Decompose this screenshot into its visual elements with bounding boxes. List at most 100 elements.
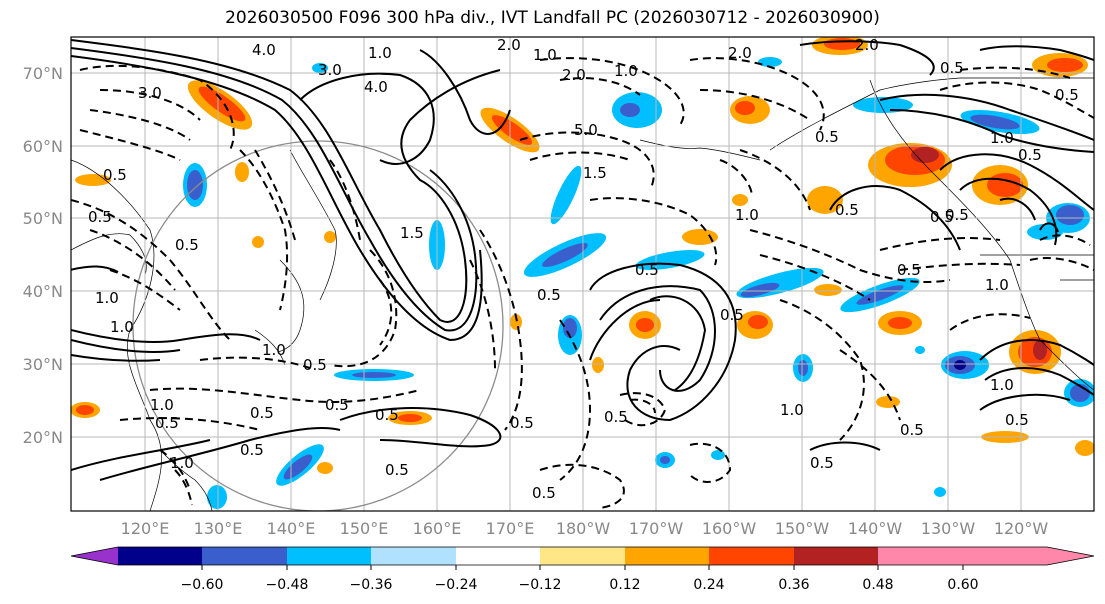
contour-label: 2.0 <box>855 36 879 54</box>
contour-label: 0.5 <box>155 414 179 432</box>
contour-label: 1.0 <box>985 276 1009 294</box>
colorbar-segment <box>118 547 202 565</box>
contour-label: 3.0 <box>318 61 342 79</box>
lon-label: 130°W <box>921 519 976 538</box>
contour-label: 1.0 <box>150 396 174 414</box>
lat-label: 70°N <box>23 64 63 83</box>
lon-label: 160°W <box>702 519 757 538</box>
colorbar-tick-label: −0.48 <box>266 577 309 593</box>
contour-label: 0.5 <box>303 356 327 374</box>
colorbar-tick-label: −0.12 <box>519 577 562 593</box>
contour-label: 1.5 <box>583 164 607 182</box>
contour-label: 1.0 <box>368 44 392 62</box>
colorbar-tick-label: −0.24 <box>435 577 478 593</box>
colorbar-tick-label: −0.36 <box>350 577 393 593</box>
contour-label: 0.5 <box>720 306 744 324</box>
contour-label: 0.5 <box>532 484 556 502</box>
colorbar-under-arrow <box>71 547 118 565</box>
contour-label: 1.0 <box>533 46 557 64</box>
contour-label: 1.0 <box>95 289 119 307</box>
contour-label: 2.0 <box>728 44 752 62</box>
colorbar-tick-label: 0.24 <box>693 577 724 593</box>
contour-label: 0.5 <box>835 201 859 219</box>
colorbar-segment <box>794 547 878 565</box>
divergence-shading <box>71 37 1094 509</box>
lon-label: 180°W <box>556 519 611 538</box>
map-frame <box>70 36 1095 512</box>
lat-label: 20°N <box>23 428 63 447</box>
map-title: 2026030500 F096 300 hPa div., IVT Landfa… <box>225 8 880 28</box>
contour-label: 0.5 <box>1005 411 1029 429</box>
colorbar-tick-label: 0.12 <box>609 577 640 593</box>
gridlines <box>71 37 1094 511</box>
contour-label: 4.0 <box>252 41 276 59</box>
contour-label: 4.0 <box>364 78 388 96</box>
lon-label: 170°E <box>486 519 535 538</box>
lat-label: 60°N <box>23 137 63 156</box>
colorbar: −0.60 −0.48 −0.36 −0.24 −0.12 0.12 0.24 … <box>70 546 1095 593</box>
lon-label: 150°E <box>340 519 389 538</box>
contour-label: 2.0 <box>562 66 586 84</box>
contour-label: 0.5 <box>325 396 349 414</box>
colorbar-segment <box>878 547 963 565</box>
lon-label: 140°W <box>848 519 903 538</box>
lon-label: 150°W <box>775 519 830 538</box>
contour-label: 0.5 <box>635 261 659 279</box>
colorbar-tick-label: 0.60 <box>947 577 978 593</box>
coastlines <box>71 77 1094 511</box>
lon-label: 140°E <box>267 519 316 538</box>
dashed-contours <box>71 57 1094 509</box>
contour-label: 0.5 <box>537 286 561 304</box>
lon-label: 130°E <box>194 519 243 538</box>
contour-label: 0.5 <box>510 414 534 432</box>
contour-label: 0.5 <box>897 261 921 279</box>
contour-label: 0.5 <box>604 408 628 426</box>
lat-label: 50°N <box>23 209 63 228</box>
contour-label: 1.5 <box>400 224 424 242</box>
map-panel: 4.0 3.0 1.0 2.0 1.0 4.0 2.0 1.0 2.0 3.0 … <box>71 36 1094 511</box>
contour-label: 1.0 <box>735 206 759 224</box>
contour-label: 1.0 <box>170 454 194 472</box>
contour-label: 2.0 <box>497 36 521 54</box>
contour-label: 0.5 <box>1055 86 1079 104</box>
colorbar-segment <box>287 547 371 565</box>
colorbar-segment <box>456 547 540 565</box>
contour-label: 0.5 <box>240 441 264 459</box>
contour-label: 1.0 <box>614 62 638 80</box>
contour-labels: 4.0 3.0 1.0 2.0 1.0 4.0 2.0 1.0 2.0 3.0 … <box>88 36 1079 502</box>
contour-label: 0.5 <box>940 59 964 77</box>
lat-label: 30°N <box>23 355 63 374</box>
contour-label: 1.0 <box>262 341 286 359</box>
contour-label: 0.5 <box>945 206 969 224</box>
colorbar-segment <box>371 547 456 565</box>
contour-label: 1.0 <box>990 129 1014 147</box>
contour-label: 0.5 <box>385 461 409 479</box>
longitude-labels: 120°E 130°E 140°E 150°E 160°E 170°E 180°… <box>121 519 1049 538</box>
contour-label: 1.0 <box>110 318 134 336</box>
contour-label: 0.5 <box>88 208 112 226</box>
colorbar-tick-label: −0.60 <box>181 577 224 593</box>
lon-label: 120°E <box>121 519 170 538</box>
lat-label: 40°N <box>23 282 63 301</box>
colorbar-tick-label: 0.36 <box>778 577 809 593</box>
colorbar-segment <box>540 547 625 565</box>
lon-label: 120°W <box>994 519 1049 538</box>
contour-label: 0.5 <box>930 208 954 226</box>
contour-label: 0.5 <box>103 166 127 184</box>
lon-label: 170°W <box>629 519 684 538</box>
contour-label: 3.0 <box>138 84 162 102</box>
contour-label: 0.5 <box>815 128 839 146</box>
contour-label: 0.5 <box>1018 146 1042 164</box>
contour-label: 0.5 <box>175 236 199 254</box>
contour-label: 0.5 <box>900 421 924 439</box>
colorbar-segment <box>625 547 709 565</box>
landfall-radius-circle <box>132 140 504 511</box>
contour-label: 0.5 <box>810 454 834 472</box>
latitude-labels: 70°N 60°N 50°N 40°N 30°N 20°N <box>23 64 63 447</box>
contour-label: 1.0 <box>780 401 804 419</box>
contour-label: 1.0 <box>990 376 1014 394</box>
lon-label: 160°E <box>413 519 462 538</box>
contour-label: 0.5 <box>375 406 399 424</box>
colorbar-over-arrow <box>963 547 1094 565</box>
